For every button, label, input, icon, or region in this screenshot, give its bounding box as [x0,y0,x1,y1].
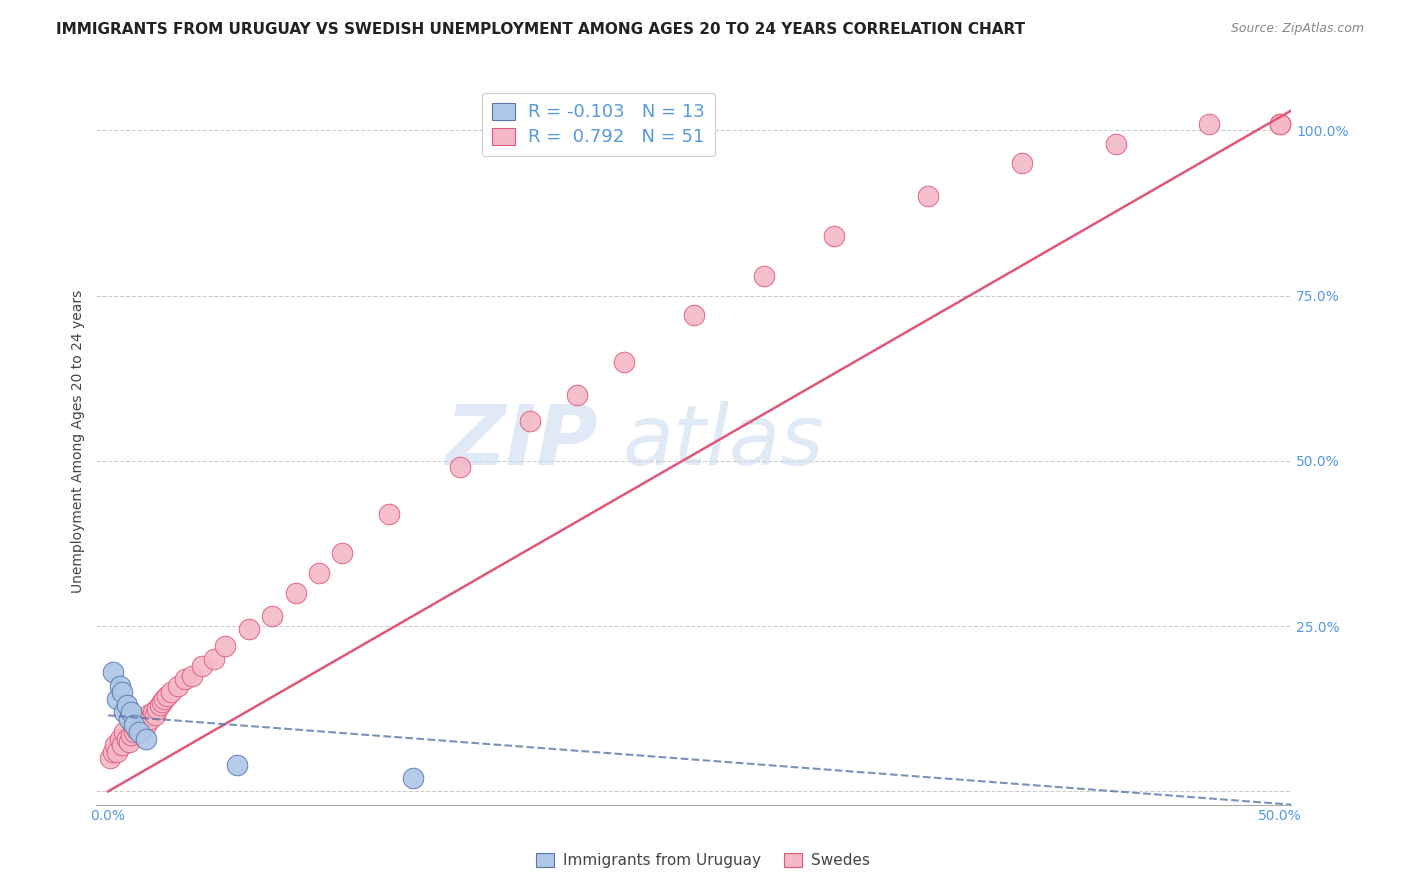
Point [262,609,284,624]
Point [139,712,162,726]
Point [128,725,150,739]
Point [121,705,143,719]
Point [181,669,204,683]
Point [125,722,148,736]
Y-axis label: Unemployment Among Ages 20 to 24 years: Unemployment Among Ages 20 to 24 years [72,289,86,592]
Point [682,309,704,323]
Point [565,388,588,402]
Point [118,735,141,749]
Point [823,229,845,244]
Point [167,679,190,693]
Point [378,507,401,521]
Point [121,728,143,742]
Point [111,738,134,752]
Point [143,708,166,723]
Point [284,586,307,600]
Point [153,691,176,706]
Point [752,268,775,283]
Text: atlas: atlas [621,401,824,482]
Point [1268,117,1291,131]
Point [108,679,131,693]
Point [114,725,136,739]
Point [107,691,129,706]
Point [142,705,165,719]
Point [332,546,354,560]
Point [1268,117,1291,131]
Point [114,705,136,719]
Point [308,566,330,581]
Point [128,718,150,732]
Point [122,725,145,739]
Point [917,189,939,203]
Point [100,751,122,765]
Point [1198,117,1220,131]
Point [402,771,425,785]
Text: IMMIGRANTS FROM URUGUAY VS SWEDISH UNEMPLOYMENT AMONG AGES 20 TO 24 YEARS CORREL: IMMIGRANTS FROM URUGUAY VS SWEDISH UNEMP… [56,22,1025,37]
Point [449,460,471,475]
Point [118,712,141,726]
Point [115,698,138,713]
Text: ZIP: ZIP [446,401,598,482]
Point [612,354,634,368]
Point [150,695,173,709]
Point [132,714,155,729]
Point [214,639,236,653]
Point [156,689,179,703]
Point [111,685,134,699]
Point [135,731,157,746]
Point [107,745,129,759]
Point [115,731,138,746]
Point [191,658,214,673]
Point [108,731,131,746]
Point [122,718,145,732]
Point [129,725,152,739]
Point [104,738,127,752]
Point [1011,156,1033,170]
Point [226,758,249,772]
Point [101,665,124,680]
Point [1104,136,1126,151]
Point [238,623,260,637]
Point [160,685,183,699]
Point [136,708,159,723]
Legend: Immigrants from Uruguay, Swedes: Immigrants from Uruguay, Swedes [530,847,876,874]
Point [202,652,225,666]
Point [519,414,541,428]
Point [174,672,197,686]
Point [135,718,157,732]
Point [101,745,124,759]
Legend: R = -0.103   N = 13, R =  0.792   N = 51: R = -0.103 N = 13, R = 0.792 N = 51 [481,93,716,156]
Text: Source: ZipAtlas.com: Source: ZipAtlas.com [1230,22,1364,36]
Point [146,702,169,716]
Point [149,698,172,713]
